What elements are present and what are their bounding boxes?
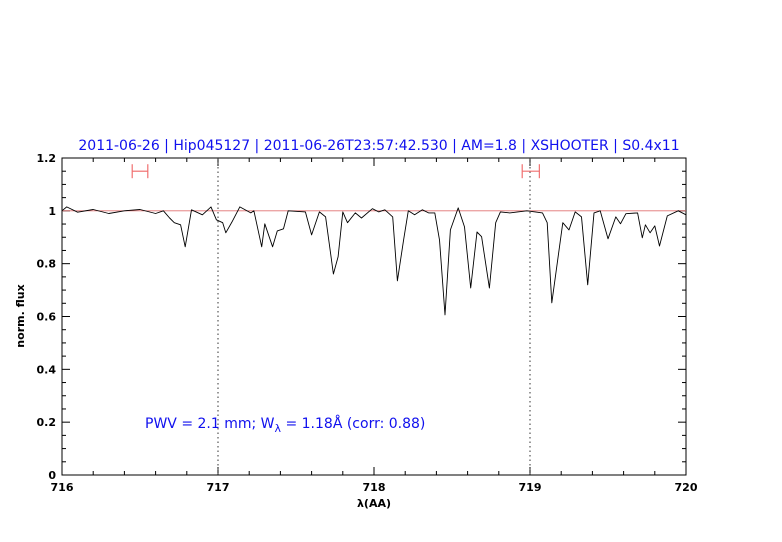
y-tick-label: 0.6: [37, 311, 57, 324]
x-tick-label: 718: [363, 481, 386, 494]
x-tick-label: 720: [675, 481, 698, 494]
y-tick-label: 0: [48, 469, 56, 482]
x-tick-label: 717: [207, 481, 230, 494]
x-tick-label: 716: [51, 481, 74, 494]
range-marker: [521, 164, 540, 179]
range-marker: [131, 164, 149, 179]
y-tick-label: 0.4: [37, 363, 57, 376]
y-tick-label: 1: [48, 205, 56, 218]
pwv-annotation: PWV = 2.1 mm; Wλ = 1.18Å (corr: 0.88): [145, 415, 425, 435]
y-axis-label: norm. flux: [14, 284, 27, 347]
y-tick-label: 1.2: [37, 152, 57, 165]
plot-area: [61, 158, 687, 475]
spectrum-line: [61, 206, 687, 316]
chart-title: 2011-06-26 | Hip045127 | 2011-06-26T23:5…: [78, 138, 679, 154]
x-axis-label: λ(AA): [357, 497, 391, 510]
x-tick-label: 719: [519, 481, 542, 494]
axes: 716 717 718 719 720 0 0.2 0.4 0.6 0.8 1 1.2: [37, 152, 698, 494]
y-tick-label: 0.8: [37, 258, 57, 271]
y-tick-label: 0.2: [37, 416, 57, 429]
